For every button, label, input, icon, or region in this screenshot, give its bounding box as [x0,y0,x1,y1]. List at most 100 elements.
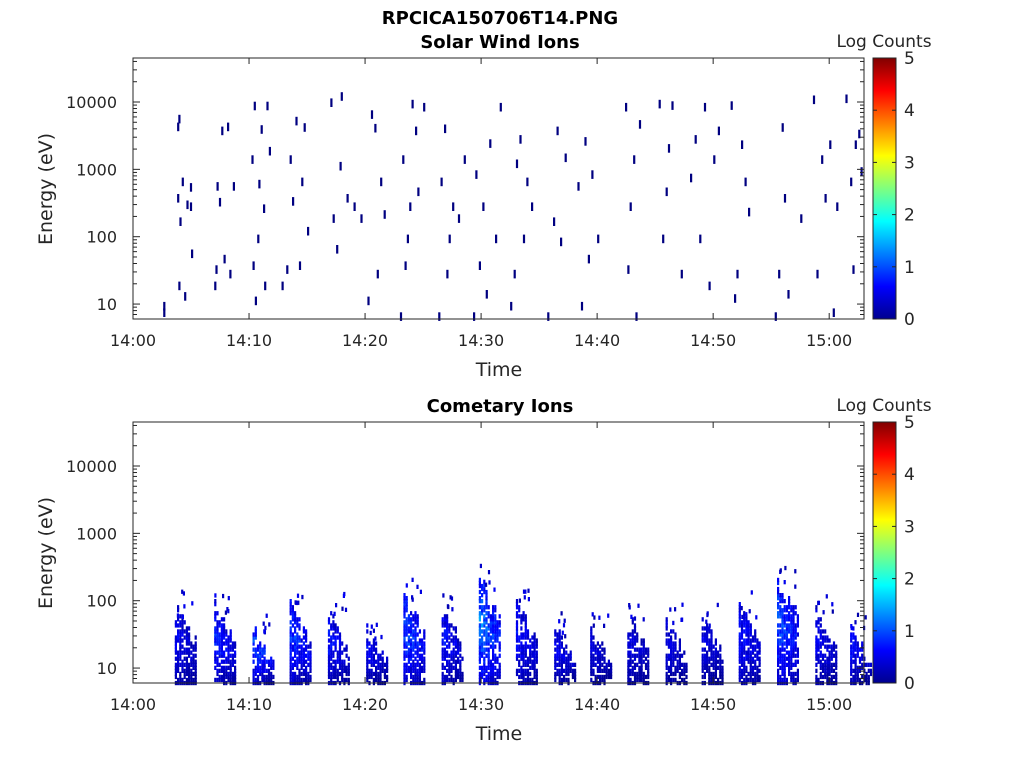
data-cell [678,647,681,652]
data-cell [703,659,706,664]
data-cell [607,662,610,667]
data-cell [779,632,782,637]
data-cell [383,662,386,667]
data-cell [298,650,301,655]
data-cell [792,662,795,667]
data-cell [231,677,234,683]
data-cell [781,668,784,673]
data-cell [338,662,342,667]
data-cell [174,671,177,677]
data-cell [386,668,389,673]
data-cell [483,605,486,610]
data-cell [672,671,675,677]
data-cell [177,656,180,661]
data-cell [531,644,534,649]
data-cell [254,668,257,673]
data-cell [291,671,294,677]
data-cell [708,644,711,649]
data-cell [448,659,451,664]
data-cell [667,668,670,673]
data-cell [383,671,386,677]
data-cell [796,650,799,655]
data-cell [218,620,221,625]
data-cell [815,653,818,658]
data-cell [379,653,382,658]
data-cell [336,668,339,673]
data-cell [717,126,720,136]
data-cell [779,647,782,652]
data-cell [177,638,180,643]
data-cell [783,662,786,667]
colorbar-tick-label: 3 [904,153,915,173]
data-cell [794,662,797,667]
data-cell [289,662,292,667]
data-cell [379,677,382,683]
data-cell [459,671,462,677]
data-cell [633,626,637,631]
data-cell [403,626,406,631]
data-cell [416,614,419,619]
data-cell [327,653,331,658]
data-cell [481,583,484,589]
data-cell [558,677,561,683]
data-cell [580,301,584,311]
data-cell [779,608,782,613]
data-cell [594,650,597,655]
data-cell [452,659,455,664]
data-cell [743,623,746,628]
data-cell [821,662,825,667]
data-cell [478,656,481,661]
data-cell [330,650,333,655]
data-cell [450,650,453,655]
data-cell [522,674,525,680]
data-cell [330,635,333,640]
data-cell [701,638,704,643]
data-cell [494,617,497,622]
data-cell [295,600,298,605]
data-cell [379,668,382,673]
data-cell [596,653,599,658]
plot-area [133,58,864,319]
data-cell [745,626,748,631]
data-cell [185,677,188,683]
data-cell [590,665,593,670]
data-cell [366,659,369,664]
data-cell [334,662,337,667]
data-cell [214,665,217,670]
data-cell [779,568,782,573]
data-cell [179,620,182,625]
data-cell [296,665,299,670]
data-cell [556,650,559,655]
data-cell [338,635,342,640]
data-cell [683,671,686,677]
data-cell [498,665,501,670]
data-cell [706,641,709,646]
data-cell [524,641,527,646]
data-cell [824,653,827,658]
data-cell [815,662,818,667]
data-cell [685,662,688,667]
data-cell [563,656,566,661]
data-cell [601,677,604,683]
data-cell [214,626,217,631]
data-cell [418,668,421,673]
data-cell [174,644,177,649]
data-cell [443,650,446,655]
data-cell [745,641,748,646]
data-cell [790,659,793,664]
data-cell [181,617,184,622]
data-cell [229,632,232,637]
data-cell [410,662,413,667]
data-cell [777,632,780,637]
data-cell [227,647,230,652]
data-cell [296,593,300,598]
data-cell [188,638,191,643]
data-cell [708,638,711,643]
data-cell [730,101,733,110]
data-cell [565,665,568,670]
data-cell [531,641,534,646]
data-cell [332,635,335,640]
data-cell [714,650,717,655]
colorbar-label: Log Counts [836,396,931,416]
